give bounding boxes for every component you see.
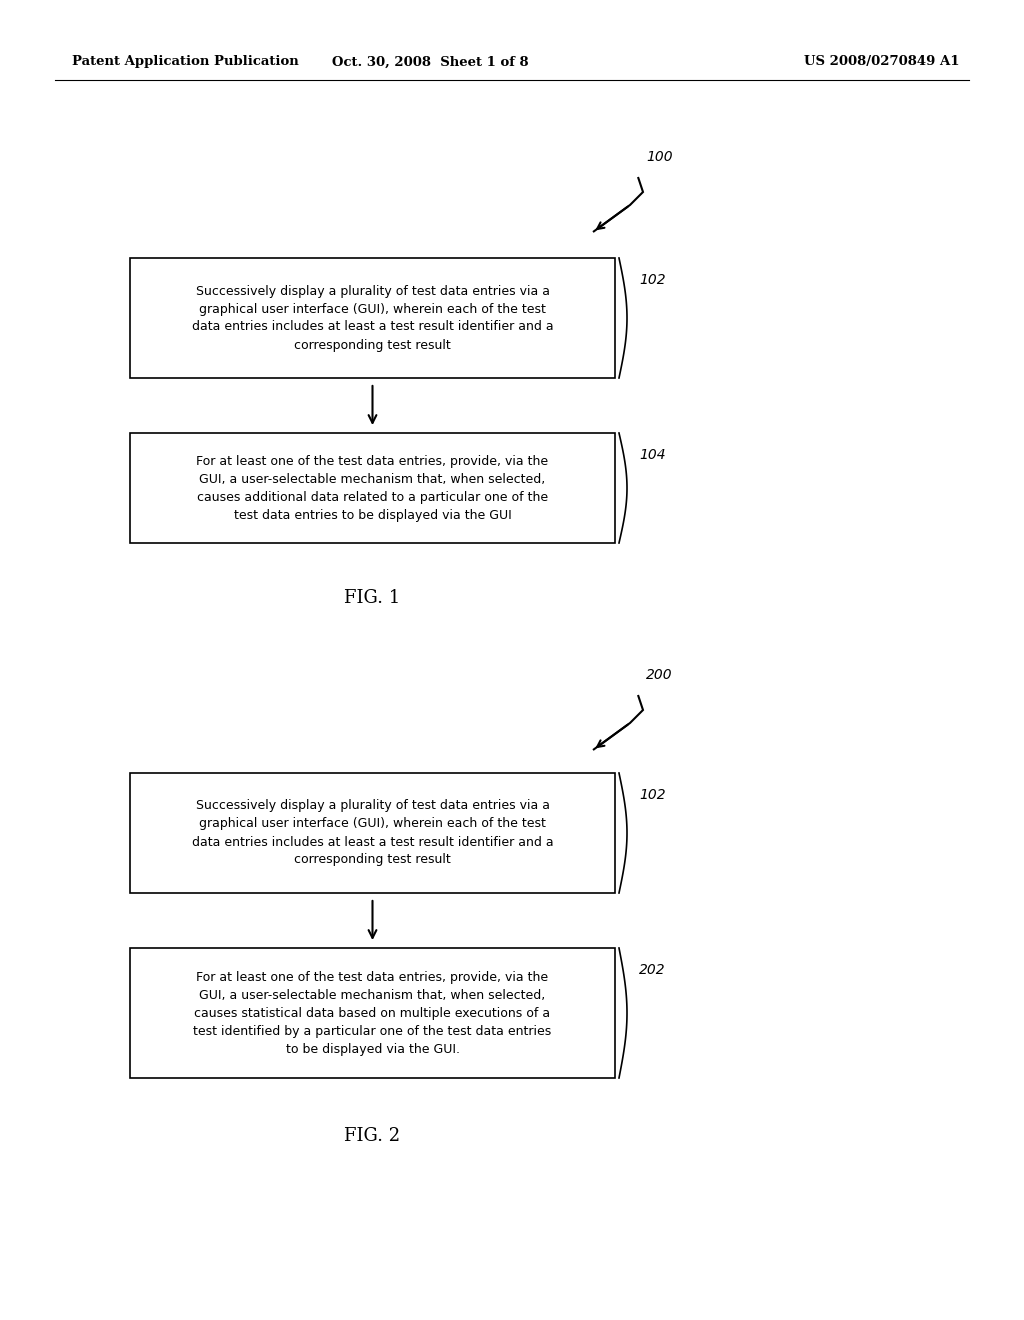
- Bar: [130, 433, 615, 543]
- Text: 100: 100: [646, 150, 673, 164]
- Text: For at least one of the test data entries, provide, via the
GUI, a user-selectab: For at least one of the test data entrie…: [197, 454, 549, 521]
- Text: Successively display a plurality of test data entries via a
graphical user inter: Successively display a plurality of test…: [191, 285, 553, 351]
- Text: 102: 102: [639, 273, 666, 286]
- Bar: [130, 774, 615, 894]
- Text: 104: 104: [639, 447, 666, 462]
- Bar: [130, 257, 615, 378]
- Text: US 2008/0270849 A1: US 2008/0270849 A1: [805, 55, 961, 69]
- Text: FIG. 2: FIG. 2: [344, 1127, 400, 1144]
- Text: 102: 102: [639, 788, 666, 803]
- Text: For at least one of the test data entries, provide, via the
GUI, a user-selectab: For at least one of the test data entrie…: [194, 970, 552, 1056]
- Bar: [130, 948, 615, 1078]
- Text: 200: 200: [646, 668, 673, 682]
- Text: Successively display a plurality of test data entries via a
graphical user inter: Successively display a plurality of test…: [191, 800, 553, 866]
- Text: 202: 202: [639, 964, 666, 977]
- Text: Oct. 30, 2008  Sheet 1 of 8: Oct. 30, 2008 Sheet 1 of 8: [332, 55, 528, 69]
- Text: FIG. 1: FIG. 1: [344, 589, 400, 607]
- Text: Patent Application Publication: Patent Application Publication: [72, 55, 299, 69]
